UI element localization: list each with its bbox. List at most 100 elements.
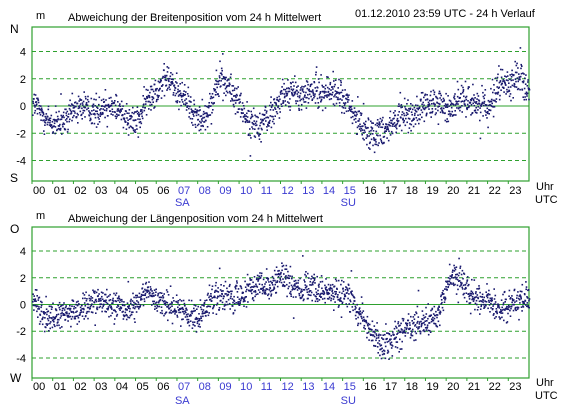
data-point xyxy=(342,96,344,98)
data-point xyxy=(71,119,73,122)
data-point xyxy=(369,328,371,330)
data-point xyxy=(317,78,320,80)
data-point xyxy=(131,304,133,306)
data-point xyxy=(357,312,360,314)
data-point xyxy=(191,310,193,313)
data-point xyxy=(119,105,122,107)
data-point xyxy=(508,295,510,297)
data-point xyxy=(362,319,364,322)
data-point xyxy=(413,321,415,324)
data-point xyxy=(329,81,332,84)
data-point xyxy=(389,339,391,341)
data-point xyxy=(58,324,60,327)
data-point xyxy=(104,300,107,303)
data-point xyxy=(44,124,46,126)
data-point xyxy=(371,329,373,331)
data-point xyxy=(487,299,490,302)
data-point xyxy=(431,103,433,105)
data-point xyxy=(123,113,126,115)
data-point xyxy=(85,102,88,104)
x-tick-label: 20 xyxy=(447,185,459,197)
data-point xyxy=(394,346,397,348)
data-point xyxy=(297,85,299,87)
data-point xyxy=(193,304,196,306)
data-point xyxy=(123,118,125,121)
data-point xyxy=(326,293,328,295)
data-point xyxy=(487,307,489,310)
data-point xyxy=(396,122,399,125)
data-point xyxy=(346,288,349,290)
data-point xyxy=(384,125,387,128)
data-point xyxy=(272,109,275,111)
data-point xyxy=(198,109,200,112)
data-point xyxy=(388,358,390,360)
data-point xyxy=(464,96,467,99)
data-point xyxy=(220,295,223,298)
data-point xyxy=(459,285,461,288)
data-point xyxy=(445,280,447,283)
data-point xyxy=(476,92,479,95)
data-point xyxy=(320,296,323,298)
data-point xyxy=(350,110,352,112)
data-point xyxy=(357,322,360,325)
data-point xyxy=(497,73,499,76)
data-point xyxy=(368,142,371,145)
data-point xyxy=(257,293,259,295)
data-point xyxy=(315,66,318,68)
data-point xyxy=(189,313,192,316)
data-point xyxy=(58,301,61,304)
data-point xyxy=(211,93,214,95)
data-point xyxy=(500,89,502,91)
data-point xyxy=(170,78,173,80)
data-point xyxy=(448,105,450,107)
data-point xyxy=(420,92,423,94)
data-point xyxy=(80,99,83,101)
data-point xyxy=(462,284,465,287)
data-point xyxy=(178,90,180,93)
data-point xyxy=(244,286,247,288)
data-point xyxy=(55,315,58,318)
x-tick-label: 18 xyxy=(406,381,418,393)
data-point xyxy=(346,292,348,294)
data-point xyxy=(305,80,308,82)
data-point xyxy=(139,121,142,123)
data-point xyxy=(262,286,265,288)
data-point xyxy=(214,291,216,293)
data-point xyxy=(438,92,440,95)
data-point xyxy=(516,297,518,299)
data-point xyxy=(514,78,517,80)
data-point xyxy=(474,109,477,111)
data-point xyxy=(483,100,486,103)
data-point xyxy=(527,81,529,83)
data-point xyxy=(169,285,172,287)
data-point xyxy=(78,105,81,107)
data-point xyxy=(482,301,484,303)
data-point xyxy=(381,337,383,339)
data-point xyxy=(326,291,328,293)
data-point xyxy=(461,286,463,289)
data-point xyxy=(487,111,489,113)
data-point xyxy=(456,100,458,103)
data-point xyxy=(34,289,37,291)
data-point xyxy=(508,304,510,307)
data-point xyxy=(334,290,336,293)
data-point xyxy=(251,292,253,295)
data-point xyxy=(275,111,278,113)
data-point xyxy=(152,97,155,100)
data-point xyxy=(251,298,254,300)
data-point xyxy=(528,298,531,300)
data-point xyxy=(354,110,357,113)
data-point xyxy=(362,131,365,134)
data-point xyxy=(44,317,46,319)
data-point xyxy=(394,337,397,340)
data-point xyxy=(526,92,529,95)
data-point xyxy=(45,326,47,329)
data-point xyxy=(302,91,305,93)
data-point xyxy=(169,88,171,91)
data-point xyxy=(472,83,474,86)
data-point xyxy=(430,314,432,316)
data-point xyxy=(469,102,472,104)
data-point xyxy=(453,95,456,97)
data-point xyxy=(461,91,464,94)
data-point xyxy=(38,306,40,308)
